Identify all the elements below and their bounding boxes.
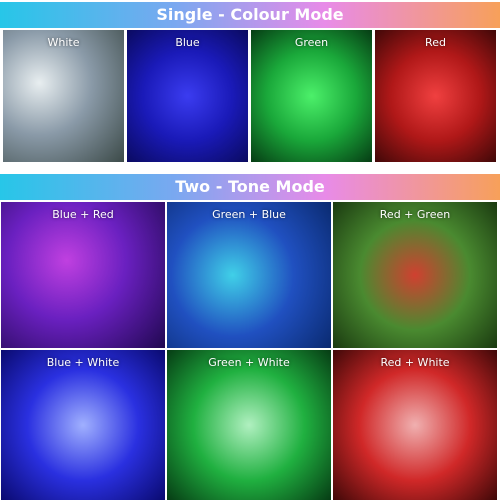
panel-label: Blue + Red: [52, 208, 114, 221]
photo-panel: Green + Blue: [167, 202, 331, 348]
photo-panel: Red: [375, 30, 496, 162]
photo-panel: White: [3, 30, 124, 162]
panel-label: Green + Blue: [212, 208, 286, 221]
panel-label: Red: [425, 36, 446, 49]
panel-label: White: [47, 36, 80, 49]
photo-panel: Red + White: [333, 350, 497, 500]
section-title: Two - Tone Mode: [0, 174, 500, 200]
photo-panel: Green: [251, 30, 372, 162]
panel-label: Green: [294, 36, 329, 49]
panel-label: Blue: [175, 36, 200, 49]
panel-label: Red + White: [380, 356, 450, 369]
panel-label: Blue + White: [46, 356, 120, 369]
photo-panel: Blue + White: [1, 350, 165, 500]
panel-label: Green + White: [208, 356, 290, 369]
photo-panel: Blue: [127, 30, 248, 162]
section-title: Single - Colour Mode: [0, 2, 500, 28]
photo-panel: Red + Green: [333, 202, 497, 348]
photo-panel: Green + White: [167, 350, 331, 500]
panel-label: Red + Green: [379, 208, 451, 221]
photo-panel: Blue + Red: [1, 202, 165, 348]
